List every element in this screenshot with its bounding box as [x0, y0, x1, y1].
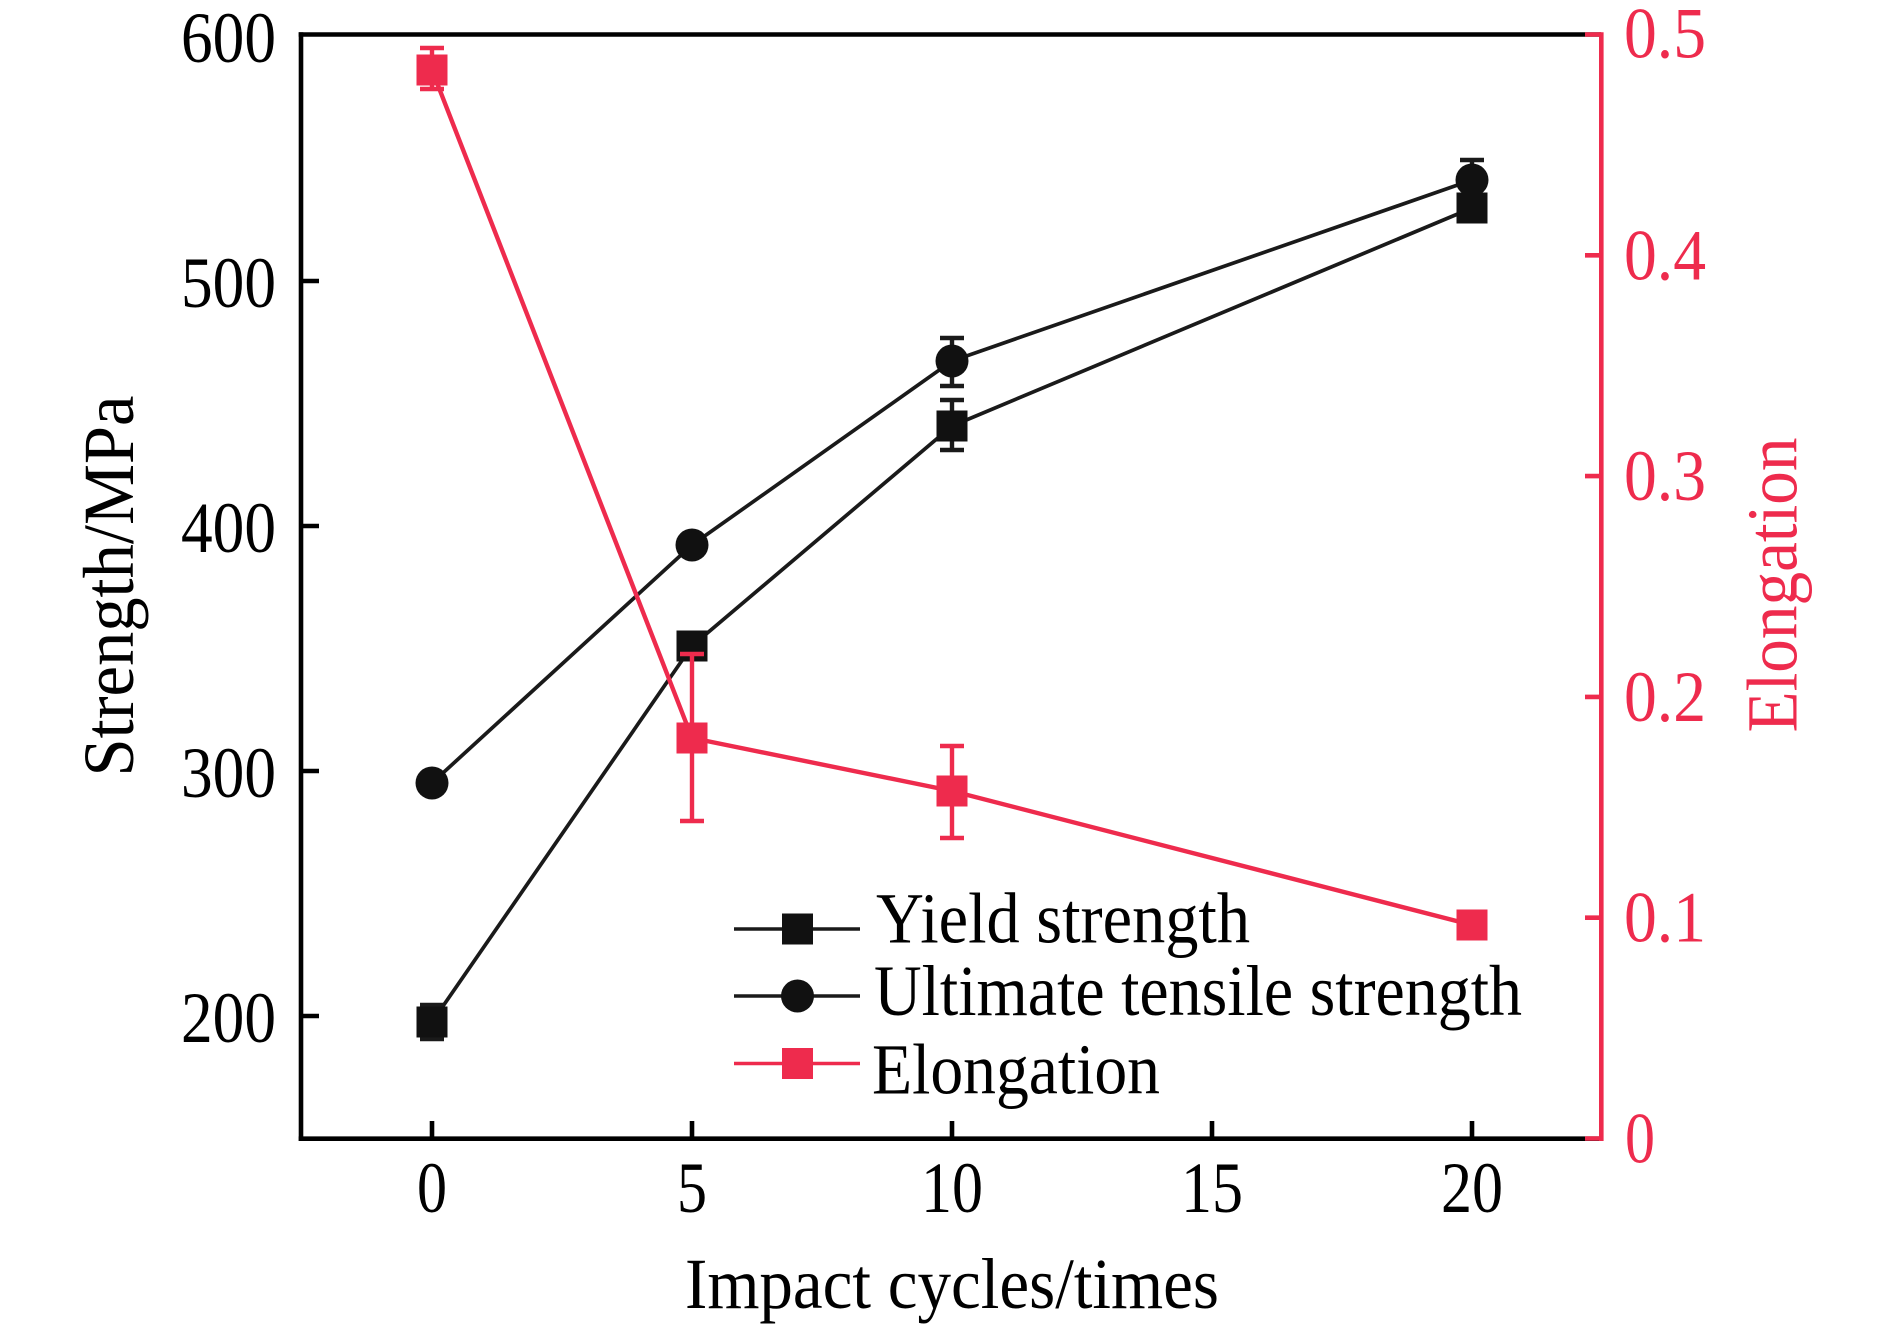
svg-text:400: 400 — [181, 488, 276, 568]
svg-text:500: 500 — [181, 243, 276, 323]
svg-text:Impact cycles/times: Impact cycles/times — [685, 1244, 1219, 1324]
svg-text:0.3: 0.3 — [1624, 436, 1706, 516]
svg-text:15: 15 — [1181, 1148, 1243, 1228]
svg-text:Ultimate tensile strength: Ultimate tensile strength — [874, 951, 1522, 1031]
svg-text:Elongation: Elongation — [1733, 438, 1813, 733]
svg-text:600: 600 — [181, 0, 276, 78]
svg-text:0.5: 0.5 — [1624, 0, 1706, 74]
svg-text:5: 5 — [677, 1148, 707, 1228]
svg-text:0: 0 — [1625, 1099, 1655, 1179]
svg-text:Yield strength: Yield strength — [876, 879, 1250, 959]
svg-text:Elongation: Elongation — [872, 1030, 1160, 1110]
svg-text:300: 300 — [181, 733, 276, 813]
svg-text:0.2: 0.2 — [1624, 657, 1706, 737]
svg-text:20: 20 — [1441, 1148, 1503, 1228]
svg-text:200: 200 — [181, 978, 276, 1058]
svg-text:10: 10 — [921, 1148, 983, 1228]
svg-text:0.4: 0.4 — [1624, 215, 1706, 295]
svg-text:Strength/MPa: Strength/MPa — [69, 396, 149, 777]
svg-text:0.1: 0.1 — [1624, 878, 1706, 958]
svg-text:0: 0 — [417, 1148, 447, 1228]
